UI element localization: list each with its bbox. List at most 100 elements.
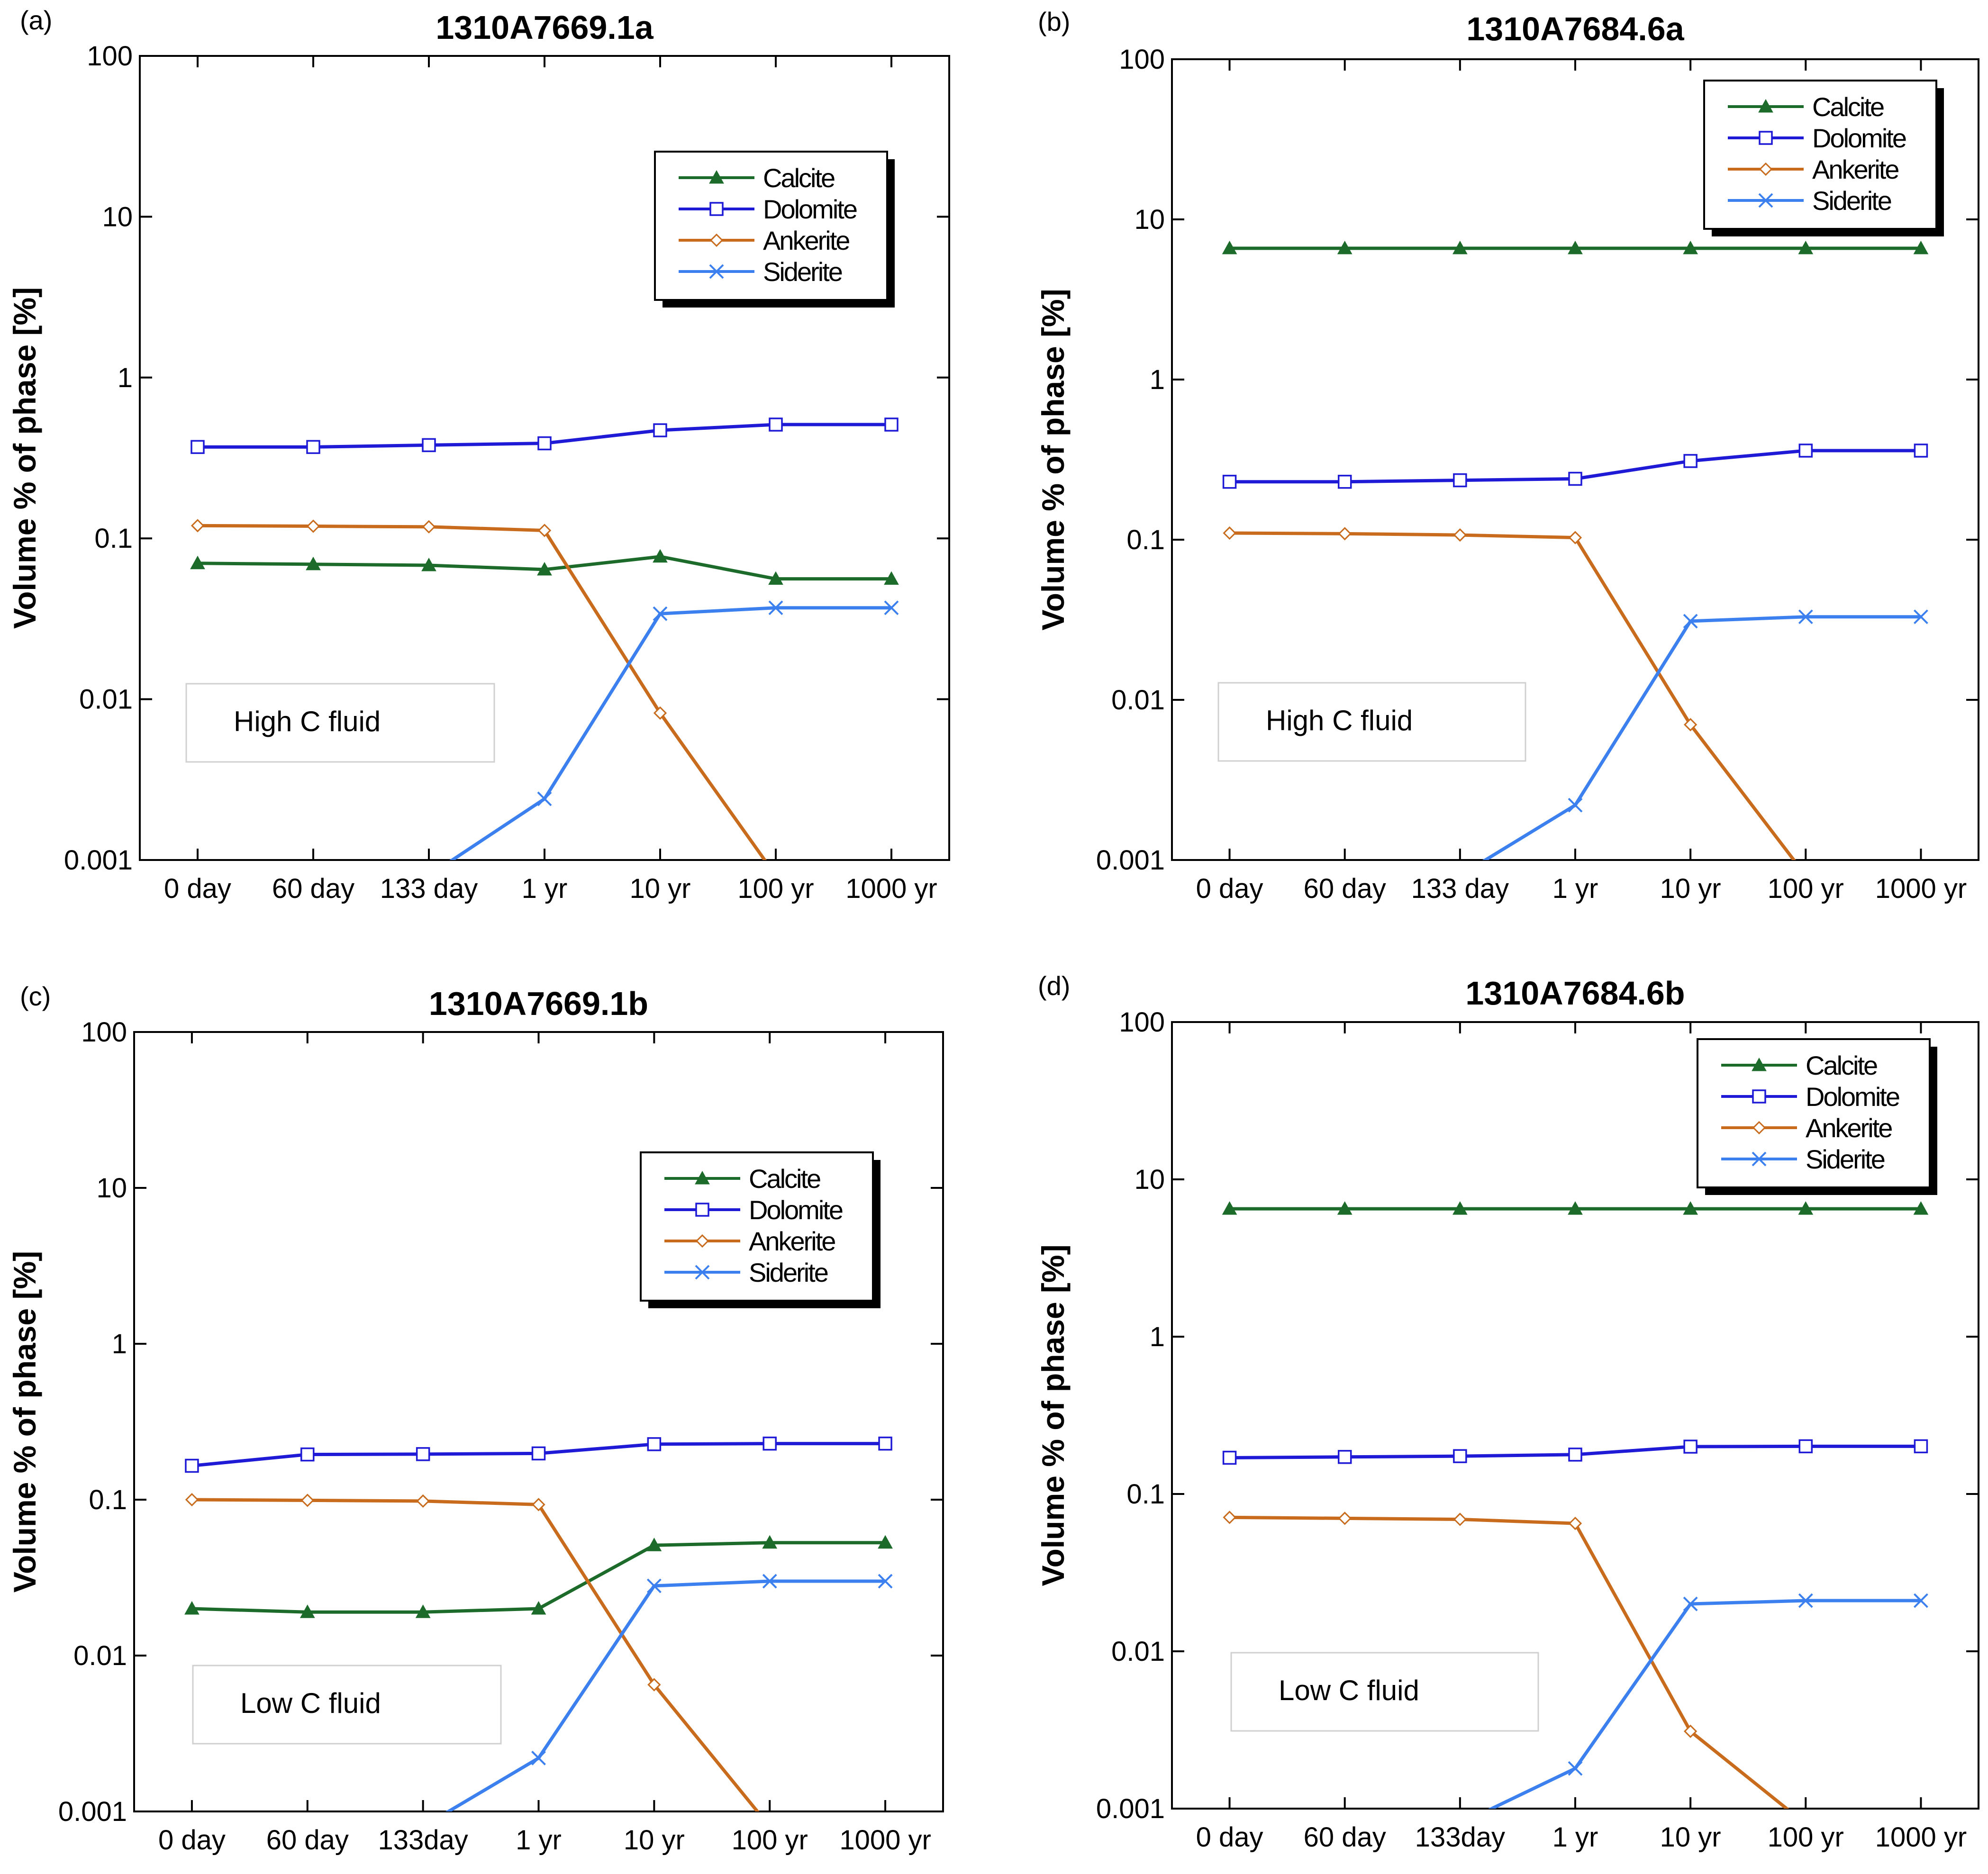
y-axis-label: Volume % of phase [%] <box>7 1251 42 1593</box>
x-tick-label: 1 yr <box>522 873 568 904</box>
chart-panel: 0.001 0.01 0.1 1 10 100 0 day 60 day 133 day 1 yr… <box>1035 7 1979 904</box>
x-tick-label: 0 day <box>164 873 231 904</box>
y-tick-label: 100 <box>1119 1007 1165 1038</box>
data-point-dolomite <box>1798 444 1813 458</box>
y-tick-label: 100 <box>1119 44 1165 75</box>
data-point-ankerite <box>653 706 667 720</box>
y-tick-label: 10 <box>96 1173 127 1204</box>
data-point-dolomite <box>769 417 783 432</box>
legend-marker-siderite <box>1758 193 1773 208</box>
data-point-dolomite <box>185 1458 199 1473</box>
legend-label-dolomite: Dolomite <box>763 194 857 224</box>
legend-marker-calcite <box>1752 1057 1767 1071</box>
data-point-ankerite <box>1453 528 1467 542</box>
data-point-calcite <box>306 556 321 570</box>
data-point-calcite <box>1452 1201 1468 1215</box>
chart-panel: 0.001 0.01 0.1 1 10 100 0 day 60 day 133day 1 yr 1… <box>7 981 944 1856</box>
panel-label: (c) <box>20 981 51 1011</box>
legend-label-siderite: Siderite <box>1806 1144 1885 1174</box>
data-point-siderite <box>1914 1593 1928 1608</box>
legend-marker-ankerite <box>709 233 724 247</box>
y-axis-label: Volume % of phase [%] <box>1035 1244 1071 1586</box>
data-point-ankerite <box>300 1494 314 1507</box>
data-point-dolomite <box>1568 471 1582 486</box>
series-line-siderite <box>1482 615 1921 860</box>
data-point-calcite <box>1222 1201 1237 1215</box>
legend-marker-siderite <box>695 1265 710 1280</box>
data-point-siderite <box>1798 609 1813 625</box>
data-point-dolomite <box>1453 1449 1467 1463</box>
y-tick-label: 0.01 <box>73 1640 127 1671</box>
data-point-ankerite <box>537 524 552 537</box>
y-axis-label: Volume % of phase [%] <box>7 287 42 629</box>
x-tick-label: 60 day <box>1304 1822 1386 1853</box>
data-point-dolomite <box>653 423 667 437</box>
data-point-ankerite <box>1568 1516 1582 1530</box>
data-point-dolomite <box>1568 1448 1582 1462</box>
data-point-dolomite <box>1222 1450 1237 1465</box>
x-tick-label: 100 yr <box>732 1825 808 1856</box>
plot-area <box>1222 240 1929 860</box>
y-tick-label: 100 <box>87 41 133 72</box>
data-point-ankerite <box>1684 1724 1698 1738</box>
x-tick-label: 1 yr <box>1552 873 1598 904</box>
data-point-ankerite <box>306 519 320 533</box>
data-point-siderite <box>762 1574 777 1589</box>
data-point-ankerite <box>191 519 205 533</box>
x-tick-label: 10 yr <box>630 873 691 904</box>
data-point-calcite <box>1337 240 1353 254</box>
panel-label: (a) <box>20 5 52 35</box>
data-point-dolomite <box>1337 474 1352 489</box>
x-tick-label: 1000 yr <box>1875 873 1967 904</box>
y-tick-label: 1 <box>1150 364 1165 395</box>
data-point-calcite <box>1222 240 1237 254</box>
data-point-ankerite <box>1684 718 1698 732</box>
data-point-calcite <box>1798 240 1814 254</box>
data-point-calcite <box>1913 240 1929 254</box>
plot-area <box>190 417 899 860</box>
x-tick-label: 1000 yr <box>1875 1822 1967 1853</box>
x-tick-label: 60 day <box>266 1825 349 1856</box>
x-tick-label: 10 yr <box>1660 1822 1721 1853</box>
data-point-calcite <box>762 1535 778 1549</box>
chart-title: 1310A7684.6a <box>1466 10 1684 47</box>
y-tick-label: 10 <box>1134 204 1165 235</box>
y-tick-label: 0.1 <box>1126 1479 1165 1510</box>
data-point-calcite <box>531 1601 546 1615</box>
data-point-calcite <box>190 555 205 570</box>
data-point-calcite <box>1683 240 1698 254</box>
data-point-calcite <box>1798 1201 1814 1215</box>
data-point-dolomite <box>416 1447 430 1461</box>
data-point-siderite <box>884 600 899 616</box>
data-point-ankerite <box>1223 1511 1236 1524</box>
y-tick-label: 0.01 <box>1111 685 1165 715</box>
data-point-calcite <box>878 1535 893 1549</box>
legend-marker-siderite <box>1752 1151 1767 1167</box>
y-tick-label: 0.01 <box>79 684 133 715</box>
legend-label-siderite: Siderite <box>763 257 842 287</box>
data-point-siderite <box>1568 1761 1583 1776</box>
annotation-box <box>192 1665 502 1745</box>
annotation-text: Low C fluid <box>240 1687 381 1719</box>
y-tick-label: 1 <box>1150 1322 1165 1352</box>
data-point-dolomite <box>1222 474 1237 489</box>
data-point-siderite <box>768 600 783 616</box>
legend-label-dolomite: Dolomite <box>749 1195 843 1225</box>
data-point-ankerite <box>1453 1512 1467 1526</box>
panel-label: (b) <box>1038 7 1070 36</box>
data-point-ankerite <box>532 1498 545 1512</box>
x-tick-label: 133day <box>378 1825 468 1856</box>
annotation-box <box>1217 682 1526 762</box>
data-point-siderite <box>1683 1596 1698 1611</box>
y-tick-label: 0.1 <box>1126 525 1165 555</box>
y-tick-label: 0.1 <box>89 1485 127 1515</box>
legend-marker-dolomite <box>695 1203 709 1217</box>
y-axis-label: Volume % of phase [%] <box>1035 289 1071 630</box>
panel-label: (d) <box>1038 971 1070 1001</box>
data-point-calcite <box>646 1538 662 1551</box>
x-tick-label: 100 yr <box>1768 1822 1844 1853</box>
series-line-ankerite <box>1229 531 1796 860</box>
x-tick-label: 1 yr <box>516 1825 562 1856</box>
legend-marker-siderite <box>709 264 724 279</box>
